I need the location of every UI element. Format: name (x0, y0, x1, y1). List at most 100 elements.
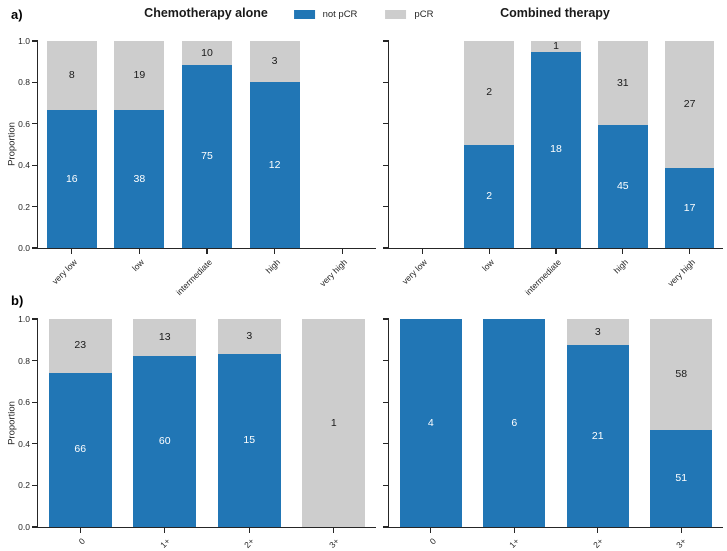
bar-count-not-pcr: 6 (511, 416, 518, 429)
y-tick (32, 123, 38, 125)
stacked-bar-2-: 3 15 (217, 319, 281, 527)
stacked-bar-very-high: 27 17 (664, 41, 715, 248)
bar-count-not-pcr: 60 (158, 435, 171, 448)
y-tick (383, 318, 389, 320)
stacked-bar-intermediate: 10 75 (181, 41, 232, 248)
x-tick (597, 527, 599, 533)
x-tick (164, 527, 166, 533)
x-tick (622, 248, 624, 254)
x-tick (430, 527, 432, 533)
legend-label-pcr: pCR (414, 9, 434, 20)
y-tick-label: 0.4 (18, 438, 30, 449)
bar-segment-not-pcr: 6 (483, 319, 546, 527)
stacked-bar-3-: 1 (302, 319, 365, 527)
bar-count-pcr: 1 (330, 416, 337, 429)
y-tick-label: 0.0 (18, 243, 30, 253)
x-tick (71, 248, 73, 254)
x-tick (689, 248, 691, 254)
bar-count-not-pcr: 18 (550, 143, 562, 156)
bar-count-pcr: 8 (68, 68, 75, 81)
bar-segment-pcr: 8 (46, 41, 97, 110)
y-tick-label: 1.0 (18, 36, 30, 46)
stacked-bar-1-: 6 (483, 319, 546, 527)
y-tick (32, 81, 38, 83)
legend-item-pcr: pCR (385, 9, 433, 20)
y-tick-label: 0.6 (18, 118, 30, 129)
y-tick (32, 401, 38, 403)
bar-segment-pcr: 31 (598, 41, 648, 126)
plot-panel-a-right: very low low 2 2 intermediate 1 18 high 31 45 very… (383, 39, 723, 297)
y-tick-label: 0.6 (18, 397, 30, 408)
y-tick (32, 164, 38, 166)
bar-count-not-pcr: 21 (591, 429, 604, 442)
y-tick (383, 206, 389, 208)
x-tick-label: intermediate (522, 257, 564, 298)
stacked-bar-2-: 3 21 (566, 319, 629, 527)
stacked-bar-low: 19 38 (114, 41, 165, 248)
x-tick (513, 527, 515, 533)
bar-segment-pcr: 27 (664, 41, 715, 169)
bar-segment-not-pcr: 66 (48, 372, 112, 527)
x-tick (341, 248, 343, 254)
stacked-bar-3-: 58 51 (650, 319, 713, 527)
bar-count-pcr: 13 (158, 331, 171, 344)
bar-count-pcr: 19 (133, 68, 146, 81)
y-tick (32, 484, 38, 486)
bar-segment-not-pcr: 4 (399, 319, 462, 527)
x-tick-label: very high (317, 257, 350, 289)
bar-segment-not-pcr: 51 (650, 429, 713, 527)
bar-count-not-pcr: 17 (683, 201, 696, 214)
bar-segment-pcr: 2 (464, 41, 514, 145)
bar-count-pcr: 31 (616, 76, 629, 89)
bar-segment-pcr: 58 (650, 319, 713, 430)
legend-swatch-pcr (385, 10, 407, 19)
bar-count-pcr: 2 (486, 86, 493, 99)
bar-segment-pcr: 3 (249, 41, 300, 83)
bar-count-pcr: 3 (246, 329, 253, 342)
bar-count-not-pcr: 51 (675, 471, 688, 484)
y-tick-label: 0.8 (18, 77, 30, 88)
x-tick-label: high (611, 257, 630, 276)
stacked-bar-0: 4 (399, 319, 462, 527)
chart-title-combined-therapy: Combined therapy (500, 6, 610, 20)
plot-panel-a-left: 0.0 0.2 0.4 0.6 0.8 1.0 very low 8 16 low 19 38 inte… (18, 36, 376, 297)
y-tick-label: 0.0 (18, 522, 30, 532)
y-tick (383, 484, 389, 486)
x-tick-label: 1+ (507, 536, 522, 550)
bar-segment-not-pcr: 38 (114, 110, 165, 248)
y-tick (383, 360, 389, 362)
bar-count-not-pcr: 45 (616, 180, 629, 193)
bar-count-not-pcr: 75 (201, 150, 213, 163)
y-tick-label: 0.2 (18, 201, 30, 212)
y-tick (383, 123, 389, 125)
bar-count-pcr: 1 (553, 39, 559, 52)
x-tick (138, 248, 140, 254)
bar-count-not-pcr: 16 (65, 172, 78, 185)
x-tick-label: 3+ (674, 536, 689, 550)
y-tick-label: 1.0 (18, 314, 30, 324)
bar-segment-not-pcr: 21 (566, 345, 629, 527)
y-tick (32, 360, 38, 362)
x-tick-label: 0 (76, 536, 88, 547)
bar-segment-pcr: 3 (217, 319, 281, 354)
bar-count-not-pcr: 4 (427, 416, 434, 429)
bar-count-pcr: 58 (675, 367, 688, 380)
y-tick (383, 526, 389, 528)
plot-panel-b-right: 0 4 1+ 6 2+ 3 21 3+ 58 51 (383, 318, 723, 550)
x-tick-label: 0 (427, 536, 438, 547)
y-tick (32, 526, 38, 528)
bar-count-pcr: 3 (594, 325, 601, 338)
y-tick-label: 0.8 (18, 355, 30, 366)
stacked-bar-intermediate: 1 18 (531, 39, 581, 248)
bar-segment-pcr: 1 (531, 39, 581, 52)
stacked-bar-1-: 13 60 (133, 319, 196, 527)
bar-segment-not-pcr: 2 (464, 144, 514, 248)
x-tick-label: 3+ (326, 536, 341, 550)
x-tick (488, 248, 490, 254)
y-tick (383, 443, 389, 445)
bar-count-pcr: 3 (271, 55, 278, 68)
x-tick-label: 2+ (590, 536, 605, 550)
y-tick (32, 247, 38, 249)
x-tick (206, 248, 208, 254)
bar-segment-not-pcr: 60 (133, 356, 196, 527)
